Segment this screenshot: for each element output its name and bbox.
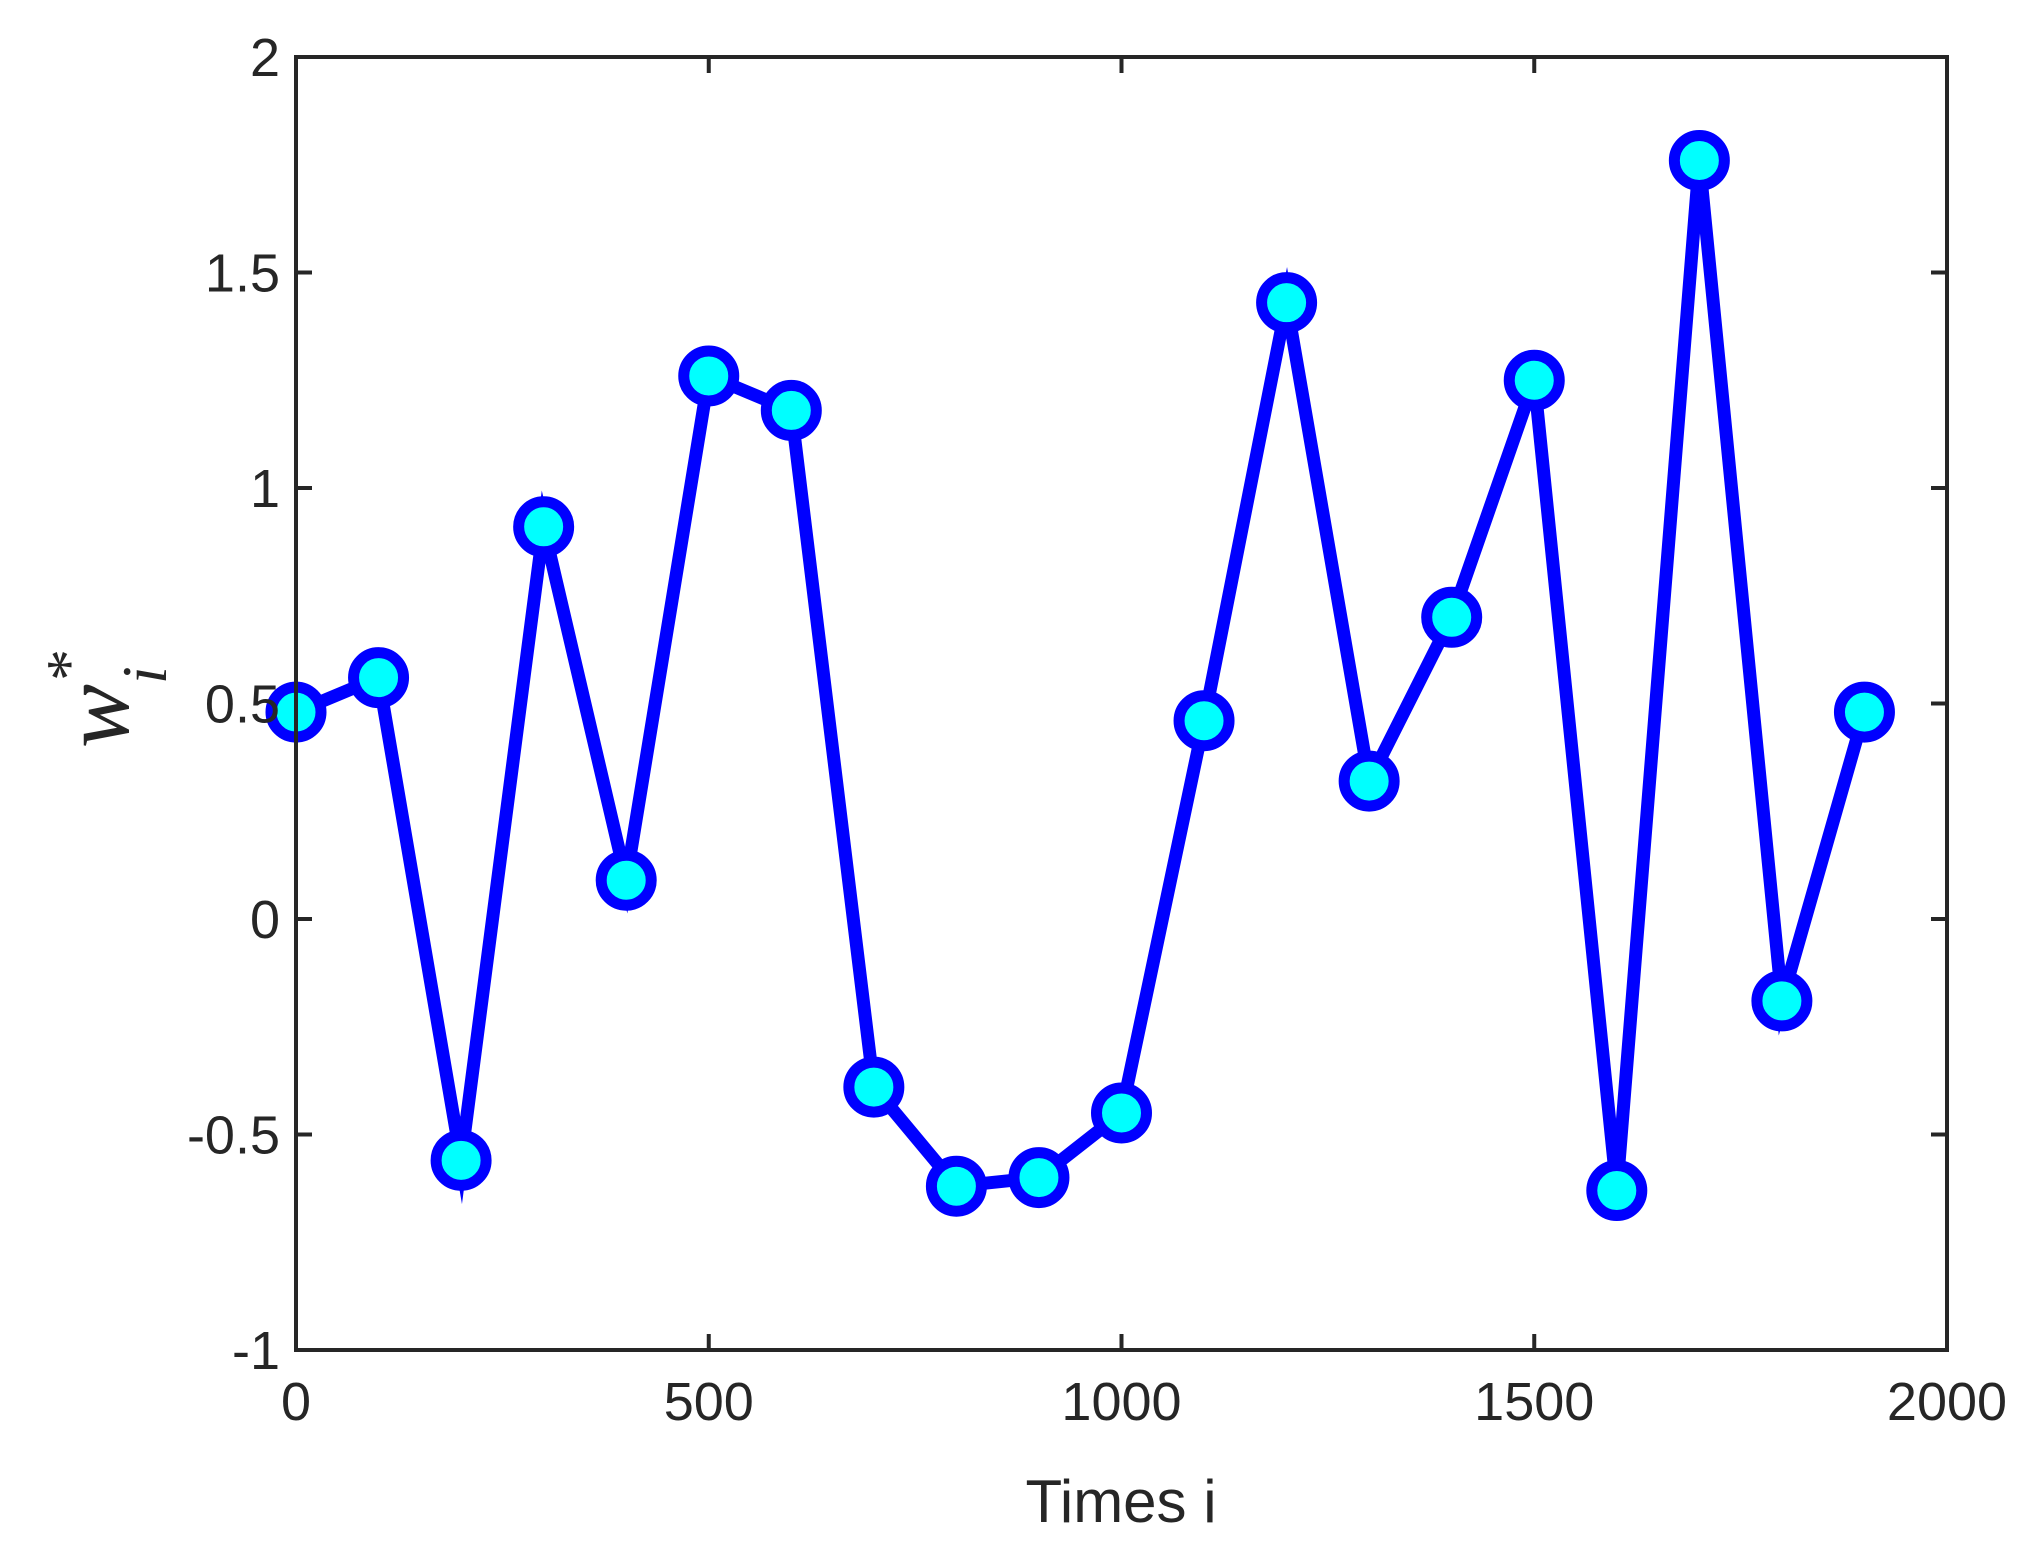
data-point-marker [925, 1155, 987, 1217]
x-tick-label: 1500 [1474, 1372, 1594, 1432]
data-point-marker [1421, 586, 1483, 648]
y-tick-label: 1 [250, 459, 280, 519]
x-tick-label: 0 [281, 1372, 311, 1432]
y-tick-label: 2 [250, 28, 280, 88]
y-tick-labels: -1 -0.5 0 0.5 1 1.5 2 [187, 28, 280, 1381]
data-point-marker [1751, 970, 1813, 1032]
data-point-marker [843, 1056, 905, 1118]
data-point-marker [1173, 690, 1235, 752]
y-tick-label: 0.5 [205, 675, 280, 735]
data-point-marker [1256, 272, 1318, 334]
data-point-marker [1008, 1147, 1070, 1209]
data-point-marker [513, 496, 575, 558]
data-point-marker [430, 1129, 492, 1191]
x-tick-label: 500 [664, 1372, 754, 1432]
y-tick-label: -1 [232, 1321, 280, 1381]
y-axis-label: w* i [33, 652, 180, 748]
data-point-marker [1833, 681, 1895, 743]
data-point-marker [1503, 349, 1565, 411]
data-point-marker [1586, 1160, 1648, 1222]
data-point-marker [595, 849, 657, 911]
y-tick-label: 0 [250, 890, 280, 950]
data-point-marker [1091, 1082, 1152, 1144]
data-point-marker [760, 379, 822, 441]
y-axis-label-subscript: i [109, 666, 180, 684]
y-tick-label: 1.5 [205, 244, 280, 304]
y-tick-label: -0.5 [187, 1106, 280, 1166]
y-axis-label-base: w [42, 684, 149, 748]
data-point-marker [1668, 129, 1730, 191]
y-axis-label-superscript: * [33, 652, 104, 684]
x-tick-labels: 0 500 1000 1500 2000 [281, 1372, 2007, 1432]
data-point-marker [348, 647, 410, 709]
series-line [293, 159, 1871, 1205]
x-tick-label: 2000 [1887, 1372, 2007, 1432]
series-layer [265, 129, 1895, 1222]
data-point-marker [1338, 750, 1400, 812]
x-tick-label: 1000 [1061, 1372, 1181, 1432]
plot-frame [294, 55, 1949, 1352]
plot-area [296, 57, 1947, 1350]
x-axis-label: Times i [1025, 1468, 1216, 1535]
data-point-marker [678, 345, 740, 407]
